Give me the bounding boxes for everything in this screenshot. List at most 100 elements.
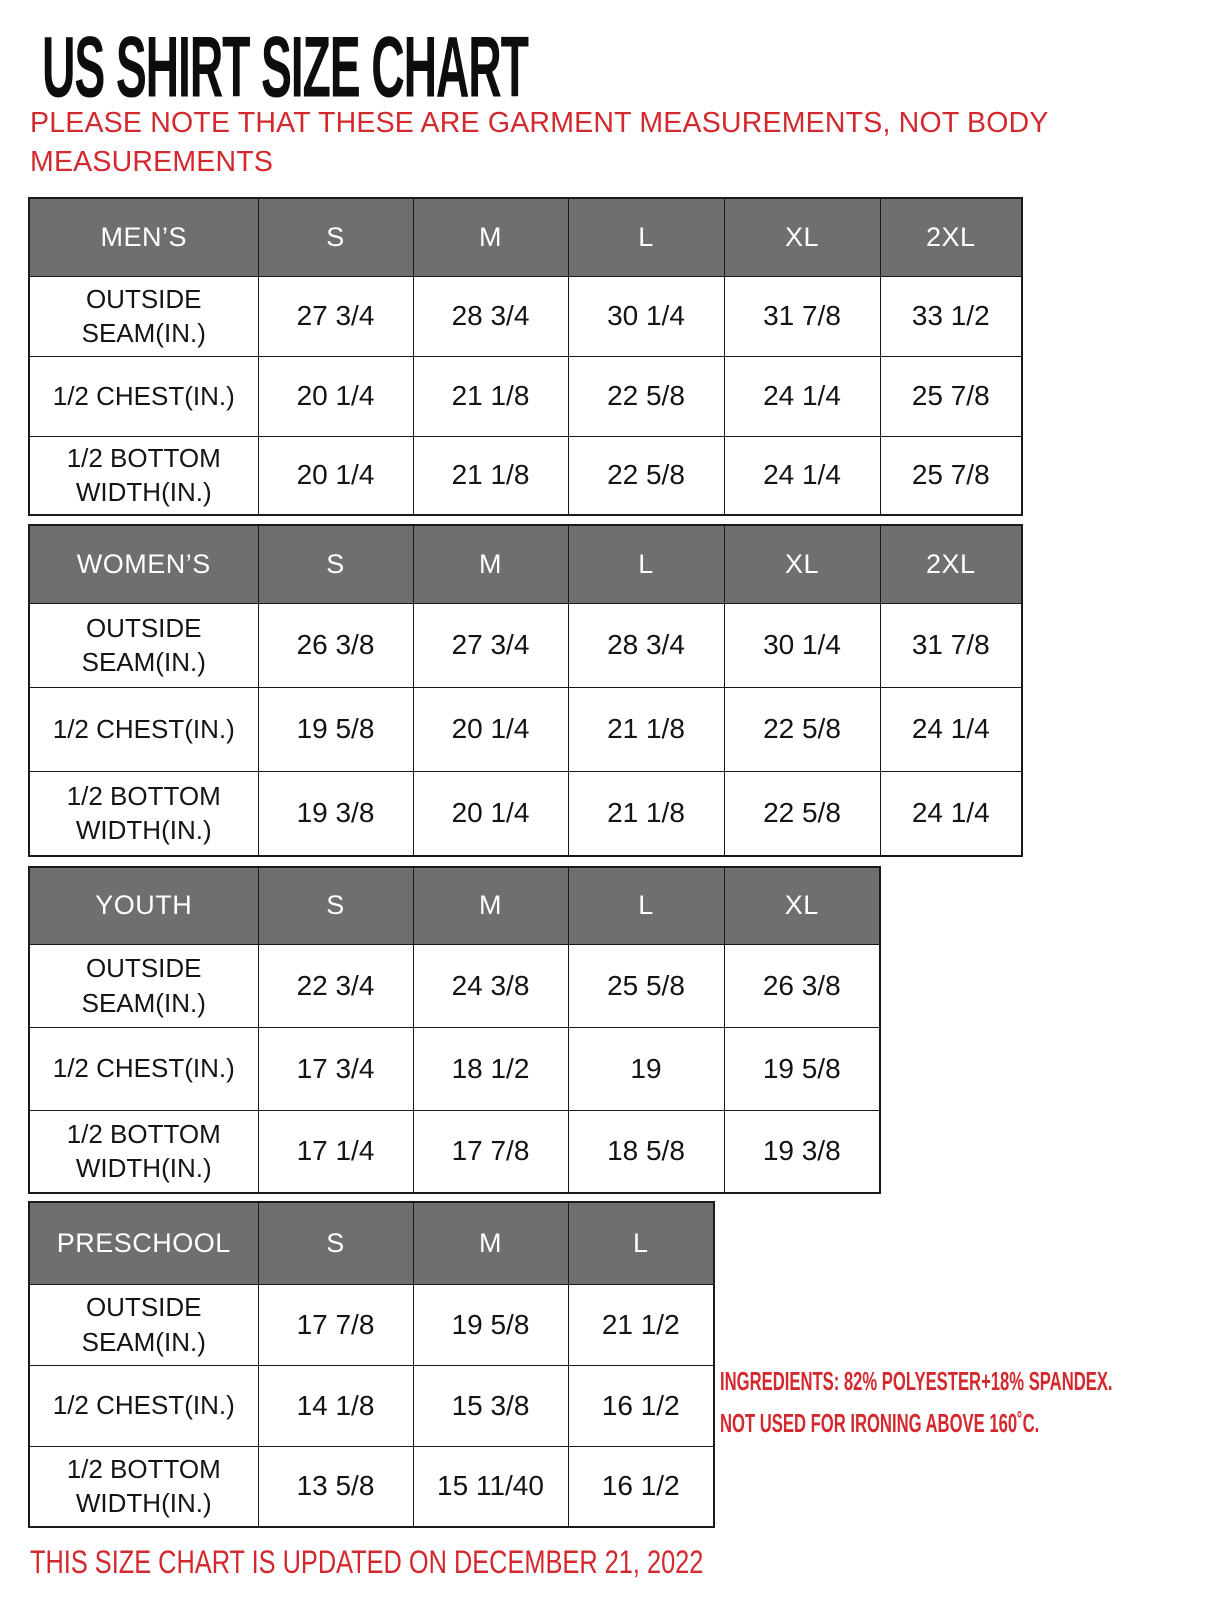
value-cell: 22 5/8 [723,686,881,772]
value-cell: 18 5/8 [567,1109,725,1194]
size-header-cell: XL [723,197,881,277]
value-cell: 24 1/4 [723,435,881,516]
header-row: MEN’S S M L XL 2XL [28,197,1023,277]
measurement-row: 1/2 BOTTOM WIDTH(IN.) 19 3/8 20 1/4 21 1/8 2… [28,770,1023,857]
size-header-cell: L [567,524,725,604]
row-label-cell: 1/2 CHEST(IN.) [28,686,259,772]
value-cell: 19 5/8 [412,1283,569,1366]
value-cell: 27 3/4 [257,275,414,357]
row-label-cell: OUTSIDE SEAM(IN.) [28,943,259,1028]
size-table-womens: WOMEN’S S M L XL 2XL OUTSIDE SEAM(IN.) 26 3/8 27… [28,524,1023,857]
size-header-cell: S [257,866,414,945]
value-cell: 24 1/4 [723,355,881,437]
group-header-cell: MEN’S [28,197,259,277]
value-cell: 16 1/2 [567,1364,715,1447]
header-row: WOMEN’S S M L XL 2XL [28,524,1023,604]
value-cell: 27 3/4 [412,602,569,688]
size-table-youth: YOUTH S M L XL OUTSIDE SEAM(IN.) 22 3/4 24 3/8 2… [28,866,881,1194]
value-cell: 15 3/8 [412,1364,569,1447]
value-cell: 22 3/4 [257,943,414,1028]
row-label-cell: 1/2 BOTTOM WIDTH(IN.) [28,770,259,857]
value-cell: 19 5/8 [257,686,414,772]
value-cell: 24 3/8 [412,943,569,1028]
size-header-cell: XL [723,866,881,945]
value-cell: 15 11/40 [412,1445,569,1528]
group-header-cell: WOMEN’S [28,524,259,604]
value-cell: 28 3/4 [567,602,725,688]
size-header-cell: L [567,1201,715,1285]
measurement-row: OUTSIDE SEAM(IN.) 27 3/4 28 3/4 30 1/4 31 7/… [28,275,1023,357]
measurement-row: 1/2 CHEST(IN.) 20 1/4 21 1/8 22 5/8 24 1/4 25… [28,355,1023,437]
ingredients-note: INGREDIENTS: 82% POLYESTER+18% SPANDEX. … [720,1360,1113,1444]
size-header-cell: XL [723,524,881,604]
size-header-cell: S [257,197,414,277]
value-cell: 22 5/8 [567,435,725,516]
value-cell: 24 1/4 [879,686,1023,772]
value-cell: 20 1/4 [257,355,414,437]
row-label-cell: OUTSIDE SEAM(IN.) [28,602,259,688]
value-cell: 30 1/4 [723,602,881,688]
value-cell: 25 7/8 [879,355,1023,437]
value-cell: 19 3/8 [257,770,414,857]
header-row: PRESCHOOL S M L [28,1201,715,1285]
value-cell: 21 1/8 [412,435,569,516]
row-label-cell: 1/2 CHEST(IN.) [28,1026,259,1111]
size-header-cell: 2XL [879,524,1023,604]
header-row: YOUTH S M L XL [28,866,881,945]
value-cell: 21 1/8 [567,686,725,772]
value-cell: 17 7/8 [257,1283,414,1366]
value-cell: 21 1/8 [567,770,725,857]
value-cell: 22 5/8 [567,355,725,437]
group-header-cell: YOUTH [28,866,259,945]
value-cell: 19 5/8 [723,1026,881,1111]
row-label-cell: OUTSIDE SEAM(IN.) [28,275,259,357]
value-cell: 13 5/8 [257,1445,414,1528]
value-cell: 31 7/8 [879,602,1023,688]
value-cell: 20 1/4 [257,435,414,516]
size-header-cell: M [412,1201,569,1285]
value-cell: 20 1/4 [412,770,569,857]
value-cell: 16 1/2 [567,1445,715,1528]
value-cell: 28 3/4 [412,275,569,357]
measurement-row: 1/2 CHEST(IN.) 14 1/8 15 3/8 16 1/2 [28,1364,715,1447]
size-table-preschool: PRESCHOOL S M L OUTSIDE SEAM(IN.) 17 7/8 19 5/… [28,1201,715,1528]
measurement-row: 1/2 CHEST(IN.) 19 5/8 20 1/4 21 1/8 22 5/8 24… [28,686,1023,772]
value-cell: 30 1/4 [567,275,725,357]
ingredients-line: INGREDIENTS: 82% POLYESTER+18% SPANDEX. [720,1366,1113,1396]
row-label-cell: 1/2 CHEST(IN.) [28,355,259,437]
value-cell: 25 7/8 [879,435,1023,516]
measurement-row: 1/2 BOTTOM WIDTH(IN.) 17 1/4 17 7/8 18 5/8 1… [28,1109,881,1194]
page-title: US SHIRT SIZE CHART [42,18,529,115]
size-header-cell: M [412,866,569,945]
size-header-cell: L [567,197,725,277]
update-date-footer: THIS SIZE CHART IS UPDATED ON DECEMBER 2… [30,1544,704,1580]
value-cell: 33 1/2 [879,275,1023,357]
value-cell: 26 3/8 [257,602,414,688]
group-header-cell: PRESCHOOL [28,1201,259,1285]
value-cell: 18 1/2 [412,1026,569,1111]
size-header-cell: S [257,524,414,604]
value-cell: 31 7/8 [723,275,881,357]
size-header-cell: S [257,1201,414,1285]
size-table-mens: MEN’S S M L XL 2XL OUTSIDE SEAM(IN.) 27 3/4 28 3… [28,197,1023,516]
value-cell: 24 1/4 [879,770,1023,857]
size-header-cell: 2XL [879,197,1023,277]
value-cell: 17 3/4 [257,1026,414,1111]
value-cell: 26 3/8 [723,943,881,1028]
ironing-warning-line: NOT USED FOR IRONING ABOVE 160˚C. [720,1408,1040,1438]
row-label-cell: 1/2 CHEST(IN.) [28,1364,259,1447]
row-label-cell: 1/2 BOTTOM WIDTH(IN.) [28,1445,259,1528]
value-cell: 17 1/4 [257,1109,414,1194]
measurement-row: OUTSIDE SEAM(IN.) 26 3/8 27 3/4 28 3/4 30 1/… [28,602,1023,688]
value-cell: 14 1/8 [257,1364,414,1447]
value-cell: 21 1/2 [567,1283,715,1366]
size-header-cell: M [412,197,569,277]
measurement-row: 1/2 BOTTOM WIDTH(IN.) 13 5/8 15 11/40 16 1/… [28,1445,715,1528]
measurement-row: 1/2 BOTTOM WIDTH(IN.) 20 1/4 21 1/8 22 5/8 2… [28,435,1023,516]
measurement-note: PLEASE NOTE THAT THESE ARE GARMENT MEASU… [30,107,1049,179]
measurement-row: OUTSIDE SEAM(IN.) 17 7/8 19 5/8 21 1/2 [28,1283,715,1366]
value-cell: 22 5/8 [723,770,881,857]
value-cell: 21 1/8 [412,355,569,437]
row-label-cell: OUTSIDE SEAM(IN.) [28,1283,259,1366]
